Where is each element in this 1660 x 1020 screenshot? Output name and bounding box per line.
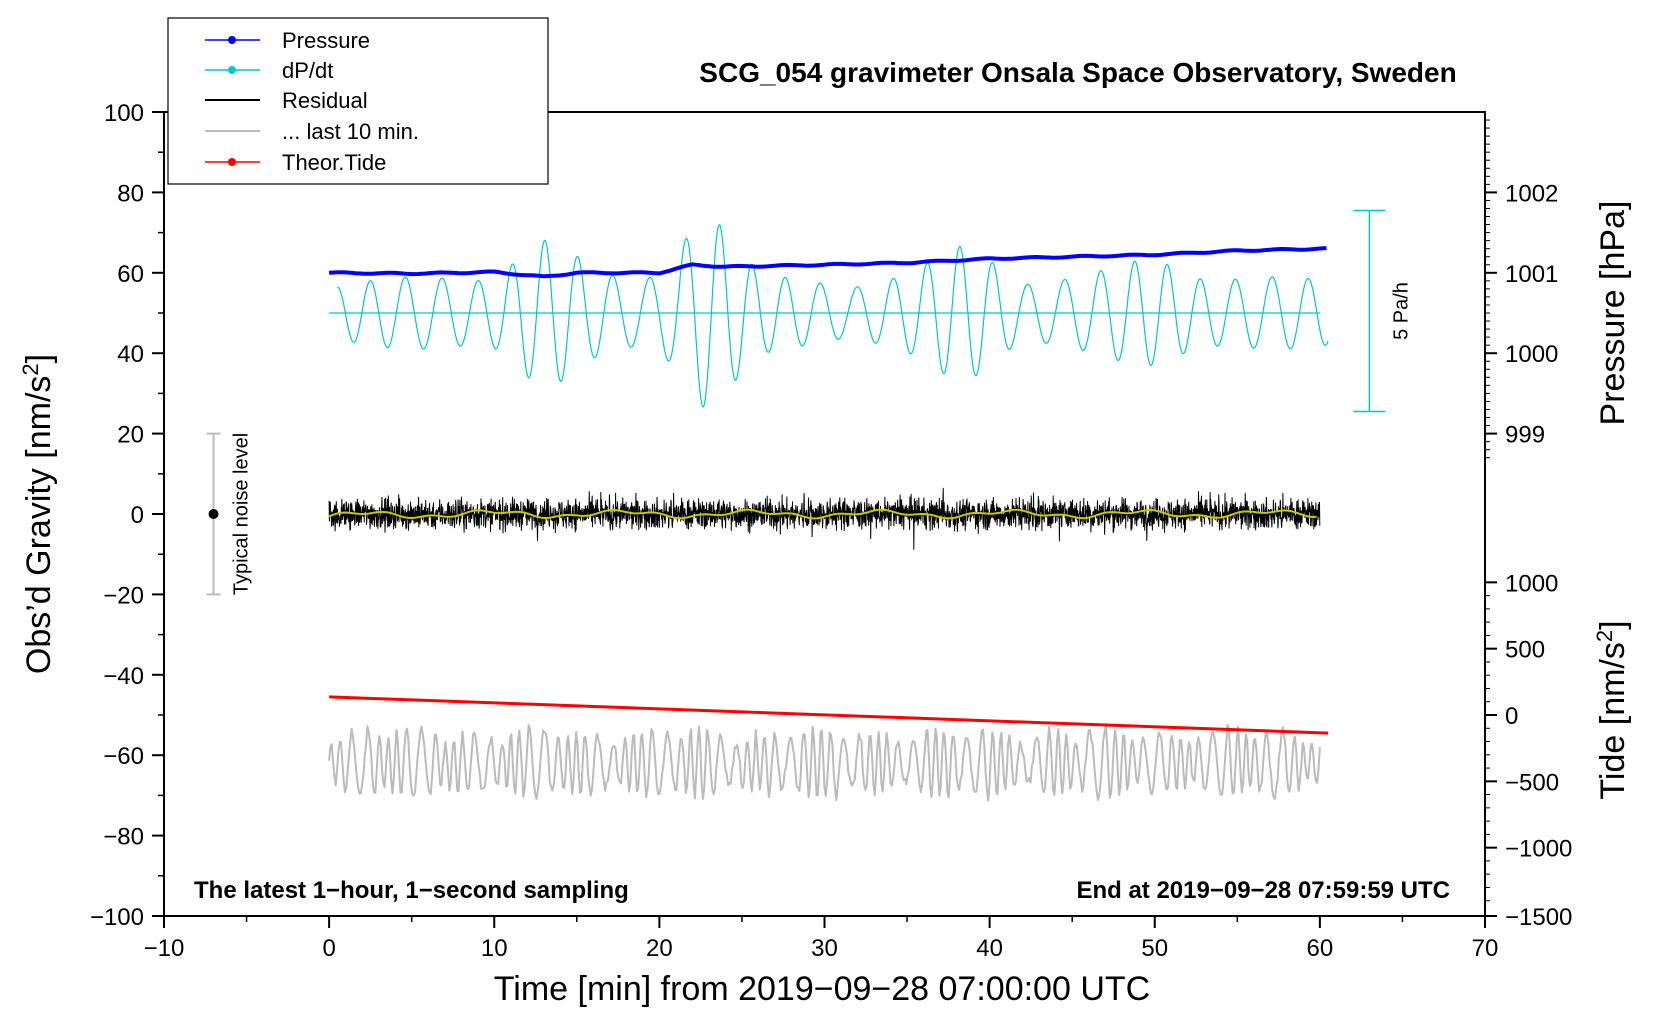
- tide-tick-label: 1000: [1505, 570, 1558, 597]
- x-tick-label: 50: [1141, 935, 1168, 962]
- y-tick-label: 80: [117, 180, 144, 207]
- legend-item-tide: Theor.Tide: [205, 150, 386, 175]
- last10-series-line: [328, 723, 1321, 802]
- y-tick-label: 100: [104, 100, 144, 127]
- x-tick-label: 70: [1472, 935, 1499, 962]
- y-tick-label: 20: [117, 422, 144, 449]
- y-axis-title-tide-main: Tide [nm/s: [1594, 642, 1632, 799]
- tide-tick-label: −1500: [1505, 904, 1572, 931]
- legend-label-dpdt: dP/dt: [282, 58, 333, 83]
- x-tick-label: 60: [1307, 935, 1334, 962]
- x-tick-label: 30: [811, 935, 838, 962]
- note-sampling: The latest 1−hour, 1−second sampling: [194, 877, 629, 904]
- y-axis-title-left-end: ]: [20, 354, 58, 363]
- y-tick-label: −20: [103, 582, 144, 609]
- tide-series-line: [329, 695, 1329, 735]
- legend-label-pressure: Pressure: [282, 28, 370, 53]
- legend-item-residual: Residual: [205, 88, 368, 113]
- axes-layer: −10 0 10 20 30 40 50 60 70−100−80−60−40−20020406…: [90, 100, 1572, 962]
- y-axis-title-tide-end: ]: [1594, 620, 1632, 629]
- residual-smoothed-line: [328, 508, 1317, 520]
- y-axis-title-left: Obs’d Gravity [nm/s2]: [18, 354, 58, 674]
- y-axis-title-tide: Tide [nm/s2]: [1592, 620, 1632, 799]
- y-axis-title-tide-sup: 2: [1592, 630, 1617, 642]
- x-tick-label: 10: [481, 935, 508, 962]
- y-tick-label: −60: [103, 743, 144, 770]
- y-tick-label: −100: [90, 904, 144, 931]
- y-axis-title-left-sup: 2: [18, 363, 43, 375]
- legend-label-last10: ... last 10 min.: [282, 119, 419, 144]
- noise-bar-center-dot: [208, 509, 219, 519]
- y-tick-label: 40: [117, 341, 144, 368]
- legend: Pressure dP/dt Residual ... last 10 min.…: [167, 17, 549, 185]
- x-tick-label: 40: [976, 935, 1003, 962]
- chart-title: SCG_054 gravimeter Onsala Space Observat…: [699, 57, 1456, 88]
- tide-tick-label: 0: [1505, 703, 1518, 730]
- tide-tick-label: −500: [1505, 769, 1559, 796]
- y-axis-title-left-main: Obs’d Gravity [nm/s: [20, 376, 58, 675]
- legend-label-tide: Theor.Tide: [282, 150, 386, 175]
- pressure-tick-label: 1001: [1505, 261, 1558, 288]
- legend-item-dpdt: dP/dt: [205, 58, 333, 83]
- dpdt-scale-label: 5 Pa/h: [1390, 282, 1412, 340]
- noise-level-label: Typical noise level: [231, 433, 253, 595]
- legend-label-residual: Residual: [282, 88, 368, 113]
- tide-tick-label: 500: [1505, 637, 1545, 664]
- pressure-tick-label: 1002: [1505, 180, 1558, 207]
- x-tick-label: 20: [646, 935, 673, 962]
- y-tick-label: 60: [117, 261, 144, 288]
- pressure-tick-label: 1000: [1505, 341, 1558, 368]
- x-tick-label: −10: [144, 935, 185, 962]
- series-layer: [206, 209, 1386, 802]
- x-tick-label: 0: [322, 935, 335, 962]
- legend-marker-tide: [228, 158, 236, 166]
- legend-item-last10: ... last 10 min.: [205, 119, 419, 144]
- y-tick-label: 0: [131, 502, 144, 529]
- note-end-time: End at 2019−09−28 07:59:59 UTC: [1076, 877, 1450, 904]
- dpdt-series-line: [337, 224, 1329, 408]
- y-axis-title-pressure: Pressure [hPa]: [1594, 201, 1632, 426]
- y-tick-label: −40: [103, 663, 144, 690]
- y-tick-label: −80: [103, 824, 144, 851]
- legend-marker-dpdt: [228, 66, 236, 74]
- tide-tick-label: −1000: [1505, 836, 1572, 863]
- legend-marker-pressure: [228, 36, 236, 44]
- pressure-tick-label: 999: [1505, 422, 1545, 449]
- pressure-series-line: [328, 246, 1327, 279]
- x-axis-title: Time [min] from 2019−09−28 07:00:00 UTC: [494, 970, 1150, 1008]
- residual-series-line: [328, 487, 1321, 550]
- legend-item-pressure: Pressure: [205, 28, 370, 53]
